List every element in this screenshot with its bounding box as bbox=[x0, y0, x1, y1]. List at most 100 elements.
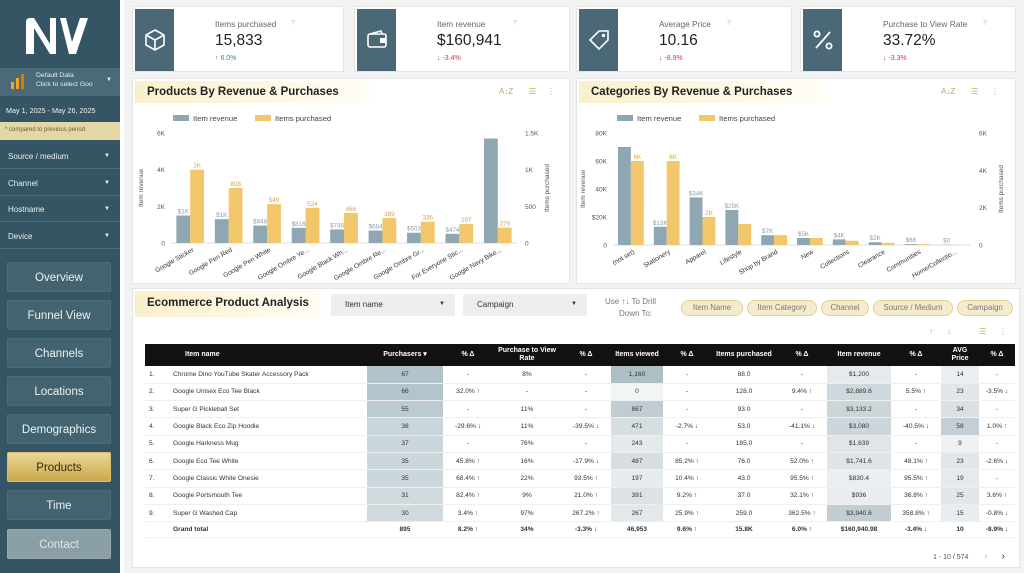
column-header[interactable]: % Δ bbox=[891, 344, 941, 366]
chart-bar[interactable] bbox=[845, 240, 859, 245]
chart-bar[interactable] bbox=[630, 161, 644, 245]
more-options-icon[interactable]: ⋮ bbox=[999, 327, 1007, 336]
chart-bar[interactable] bbox=[689, 197, 703, 245]
column-header[interactable]: % Δ bbox=[663, 344, 711, 366]
table-row[interactable]: 5. Google Harkness Mug 37-76% -243-185.0- $1… bbox=[145, 435, 1015, 453]
sort-az-icon[interactable]: A↓Z bbox=[941, 87, 956, 96]
nav-time[interactable]: Time bbox=[7, 490, 111, 520]
table-row[interactable]: 8. Google Portsmouth Tee 31 82.4% ↑ 9% 21.0% … bbox=[145, 487, 1015, 505]
column-header[interactable]: Items viewed bbox=[611, 344, 663, 366]
column-header[interactable]: Purchasers ▾ bbox=[367, 344, 443, 366]
chart-bar[interactable] bbox=[761, 235, 775, 245]
chart-bar[interactable] bbox=[774, 235, 787, 245]
chart-bar[interactable] bbox=[330, 229, 344, 243]
prev-page-icon[interactable]: ‹ bbox=[984, 551, 988, 562]
chart-bar[interactable] bbox=[917, 244, 931, 245]
next-page-icon[interactable]: › bbox=[1001, 551, 1005, 562]
help-icon[interactable]: ? bbox=[727, 20, 731, 27]
date-range-picker[interactable]: May 1, 2025 - May 26, 2025 bbox=[6, 106, 96, 115]
table-cell: $1,200 bbox=[827, 366, 891, 384]
help-icon[interactable]: ? bbox=[291, 20, 295, 27]
y-tick-label: $20K bbox=[592, 215, 608, 222]
drill-up-icon[interactable]: ↑ bbox=[929, 327, 933, 336]
chart-bar[interactable] bbox=[291, 227, 306, 243]
nav-contact[interactable]: Contact bbox=[7, 529, 111, 559]
column-header[interactable] bbox=[145, 344, 165, 366]
chart-bar[interactable] bbox=[904, 244, 918, 245]
chart-bar[interactable] bbox=[797, 238, 810, 245]
chart-bar[interactable] bbox=[809, 238, 823, 245]
more-options-icon[interactable]: ⋮ bbox=[991, 87, 999, 96]
chart-bar[interactable] bbox=[832, 239, 846, 245]
column-header[interactable]: % Δ bbox=[443, 344, 493, 366]
drill-pill-item-category[interactable]: Item Category bbox=[747, 300, 817, 316]
table-row[interactable]: 4. Google Black Eco Zip Hoodie 38 -29.6% ↓ 1… bbox=[145, 417, 1015, 436]
chart-bar[interactable] bbox=[702, 217, 716, 245]
filter-icon[interactable]: ☰ bbox=[971, 87, 979, 96]
drill-pill-campaign[interactable]: Campaign bbox=[957, 300, 1013, 316]
table-row[interactable]: 7. Google Classic White Onesie 35 68.4% ↑ 22… bbox=[145, 469, 1015, 488]
chart-bar[interactable] bbox=[459, 223, 474, 243]
nav-funnel-view[interactable]: Funnel View bbox=[7, 300, 111, 330]
column-header[interactable]: Item revenue bbox=[827, 344, 891, 366]
column-header[interactable]: % Δ bbox=[979, 344, 1015, 366]
table-row[interactable]: 6. Google Eco Tee White 35 45.8% ↑ 16% -17.9%… bbox=[145, 452, 1015, 471]
drill-pill-source-medium[interactable]: Source / Medium bbox=[873, 300, 953, 316]
chart-bar[interactable] bbox=[305, 207, 320, 243]
chart-bar[interactable] bbox=[666, 161, 680, 245]
table-row[interactable]: 9. Super G Washed Cap 30 3.4% ↑ 97% 267.2% ↑ 2… bbox=[145, 504, 1015, 523]
chart-bar[interactable] bbox=[420, 221, 435, 243]
chart-bar[interactable] bbox=[228, 188, 243, 243]
nav-overview[interactable]: Overview bbox=[7, 262, 111, 292]
chart-bar[interactable] bbox=[445, 233, 460, 243]
item-name-dropdown[interactable]: Item name ▼ bbox=[331, 294, 455, 316]
filter-icon[interactable]: ☰ bbox=[529, 87, 537, 96]
chart-bar[interactable] bbox=[407, 232, 421, 243]
chart-bar[interactable] bbox=[253, 225, 268, 243]
column-header[interactable]: Purchase to View Rate bbox=[493, 344, 561, 366]
chart-bar[interactable] bbox=[483, 138, 498, 244]
help-icon[interactable]: ? bbox=[983, 20, 987, 27]
column-header[interactable]: % Δ bbox=[561, 344, 611, 366]
table-row[interactable]: 3. Super G Pickleball Set 55-11% -867-93.0-… bbox=[145, 400, 1015, 419]
drill-down-icon[interactable]: ↓ bbox=[947, 327, 951, 336]
chart-bar[interactable] bbox=[881, 242, 895, 245]
sort-az-icon[interactable]: A↓Z bbox=[499, 87, 514, 96]
chart-bar[interactable] bbox=[868, 242, 882, 245]
chart-bar[interactable] bbox=[176, 215, 191, 244]
filter-device[interactable]: Device ▼ bbox=[0, 225, 120, 249]
nav-products[interactable]: Products bbox=[7, 452, 111, 482]
column-header[interactable]: % Δ bbox=[777, 344, 827, 366]
chart-bar[interactable] bbox=[653, 226, 667, 245]
filter-hostname[interactable]: Hostname ▼ bbox=[0, 198, 120, 222]
chart-bar[interactable] bbox=[725, 210, 739, 245]
grand-total-row[interactable]: Grand total 895 8.2% ↑ 34% -3.3% ↓ 46,953 9.6%… bbox=[145, 521, 1015, 539]
chart-bar[interactable] bbox=[618, 147, 631, 245]
chart-bar[interactable] bbox=[368, 230, 383, 243]
table-row[interactable]: 1. Chrome Dino YouTube Skater Accessory P… bbox=[145, 366, 1015, 384]
nav-channels[interactable]: Channels bbox=[7, 338, 111, 368]
data-source-selector[interactable]: Default Data Click to select Goo ▼ bbox=[0, 68, 120, 96]
filter-source-medium[interactable]: Source / medium ▼ bbox=[0, 145, 120, 169]
chart-bar[interactable] bbox=[267, 204, 281, 243]
drill-pill-item-name[interactable]: Item Name bbox=[681, 300, 743, 316]
filter-channel[interactable]: Channel ▼ bbox=[0, 172, 120, 196]
table-row[interactable]: 2. Google Unisex Eco Tee Black 66 32.0% ↑ - -… bbox=[145, 383, 1015, 402]
filter-icon[interactable]: ☰ bbox=[979, 327, 987, 336]
help-icon[interactable]: ? bbox=[513, 20, 517, 27]
column-header[interactable]: Item name bbox=[165, 344, 367, 366]
drill-pill-channel[interactable]: Channel bbox=[821, 300, 869, 316]
chart-bar[interactable] bbox=[190, 169, 205, 243]
column-header[interactable]: Items purchased bbox=[711, 344, 777, 366]
chart-bar[interactable] bbox=[738, 224, 752, 245]
nav-demographics[interactable]: Demographics bbox=[7, 414, 111, 444]
chart-bar[interactable] bbox=[344, 212, 358, 243]
chart-bar[interactable] bbox=[214, 219, 229, 243]
chart-bar[interactable] bbox=[382, 218, 397, 243]
column-header[interactable]: AVG Price bbox=[941, 344, 979, 366]
nav-locations[interactable]: Locations bbox=[7, 376, 111, 406]
data-label: $5K bbox=[798, 231, 810, 238]
campaign-dropdown[interactable]: Campaign ▼ bbox=[463, 294, 587, 316]
chart-bar[interactable] bbox=[497, 227, 512, 243]
more-options-icon[interactable]: ⋮ bbox=[547, 87, 555, 96]
